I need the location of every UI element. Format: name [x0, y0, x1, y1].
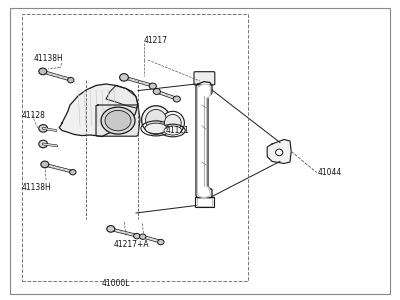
- Text: 41000L: 41000L: [102, 279, 130, 288]
- Text: 41121: 41121: [166, 126, 190, 135]
- Ellipse shape: [142, 106, 170, 134]
- Ellipse shape: [107, 226, 115, 232]
- Polygon shape: [96, 104, 140, 136]
- Ellipse shape: [173, 96, 180, 102]
- Text: 41138H: 41138H: [22, 183, 52, 192]
- Text: 41217+A: 41217+A: [114, 240, 150, 249]
- Ellipse shape: [101, 107, 135, 134]
- Ellipse shape: [120, 74, 128, 81]
- Ellipse shape: [39, 140, 48, 148]
- Ellipse shape: [39, 125, 48, 132]
- Ellipse shape: [105, 110, 131, 131]
- Ellipse shape: [41, 161, 49, 168]
- Ellipse shape: [39, 68, 47, 75]
- Text: 41217: 41217: [144, 36, 168, 45]
- Ellipse shape: [164, 114, 181, 131]
- Polygon shape: [198, 84, 210, 197]
- Bar: [22, 14, 248, 280]
- Ellipse shape: [149, 83, 156, 89]
- Ellipse shape: [68, 77, 74, 83]
- Ellipse shape: [146, 110, 166, 130]
- Text: 41128: 41128: [22, 111, 46, 120]
- Polygon shape: [196, 82, 212, 200]
- Bar: [195, 196, 214, 207]
- FancyBboxPatch shape: [194, 72, 215, 85]
- Ellipse shape: [153, 88, 160, 94]
- Bar: [197, 198, 212, 206]
- Polygon shape: [106, 85, 138, 108]
- Ellipse shape: [276, 149, 283, 156]
- Text: 41138H: 41138H: [34, 54, 64, 63]
- Ellipse shape: [164, 126, 182, 135]
- Text: 41044: 41044: [318, 168, 342, 177]
- Polygon shape: [59, 84, 138, 136]
- Ellipse shape: [145, 123, 167, 134]
- Ellipse shape: [140, 234, 146, 239]
- Ellipse shape: [70, 169, 76, 175]
- Ellipse shape: [161, 111, 184, 135]
- Polygon shape: [267, 140, 291, 164]
- Ellipse shape: [158, 239, 164, 245]
- Ellipse shape: [134, 233, 140, 239]
